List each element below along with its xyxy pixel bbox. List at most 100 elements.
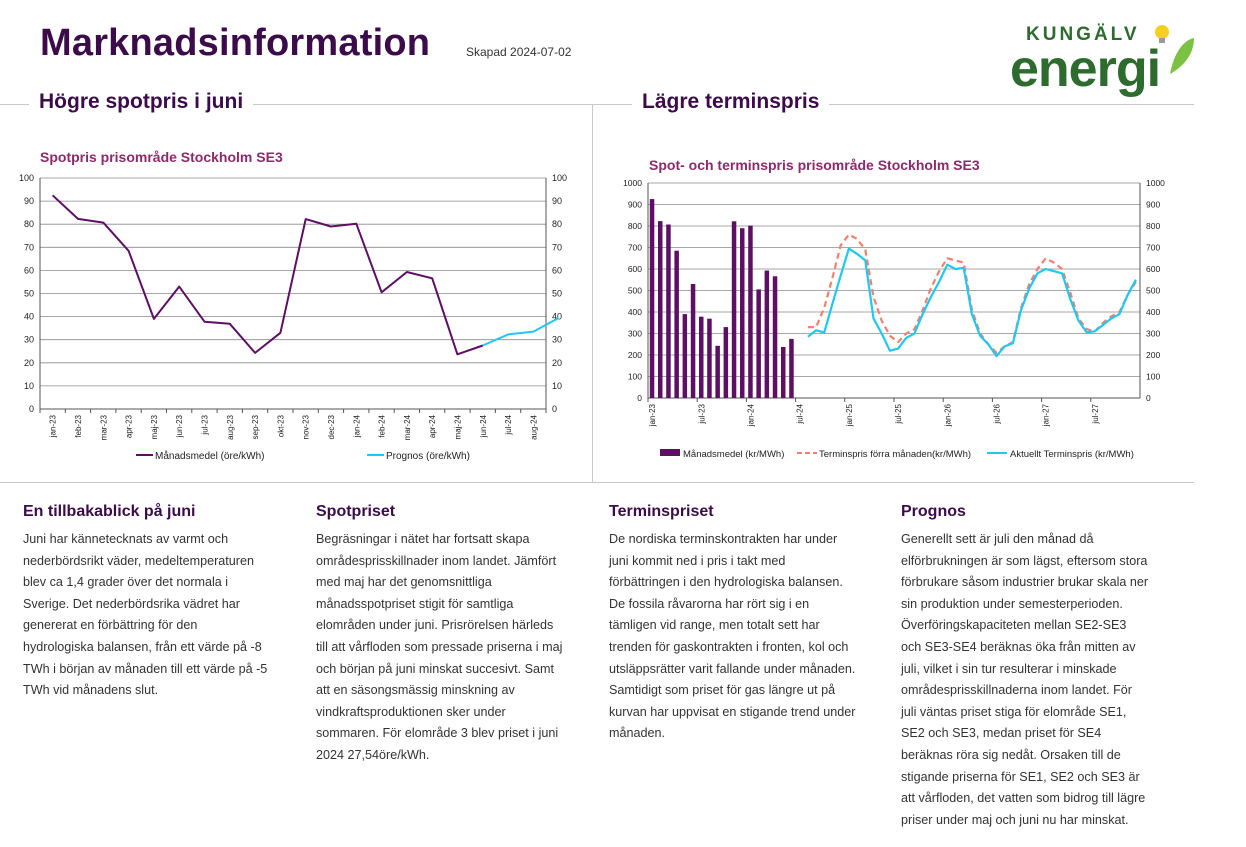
- text-line: månadsspotpriset stigit för samtliga: [316, 596, 514, 611]
- company-logo: KUNGÄLV energi: [1010, 24, 1194, 98]
- y-tick-label-right: 30: [552, 335, 562, 345]
- right-section-heading: Lägre terminspris: [632, 90, 830, 114]
- y-tick-label-right: 90: [552, 196, 562, 206]
- text-line: sin produktion under semesterperioden.: [901, 596, 1123, 611]
- text-line: tämligen vid range, men totalt sett har: [609, 618, 820, 633]
- x-tick-label: jan-24: [352, 414, 361, 438]
- text-line: Överföringskapaciteten mellan SE2-SE3: [901, 618, 1127, 633]
- legend-label-forecast: Prognos (öre/kWh): [386, 451, 470, 462]
- bar-monthly: [666, 224, 671, 398]
- y-tick-label-left: 80: [24, 219, 34, 229]
- text-line: TWh vid månadens slut.: [23, 683, 159, 698]
- y-tick-label-right: 40: [552, 312, 562, 322]
- text-line: juli, vilket i sin tur resulterar i mins…: [901, 661, 1117, 676]
- text-line: Juni har kännetecknats av varmt och: [23, 532, 229, 546]
- x-tick-label: nov-23: [302, 414, 311, 439]
- text-line: kurvan har uppvisat en stigande trend un…: [609, 704, 856, 719]
- y-tick-label-left: 100: [628, 372, 642, 382]
- column-forecast: Prognos Generellt sett är juli den månad…: [901, 503, 1163, 831]
- column-spot-text: Begräsningar i nätet har fortsatt skapa o…: [316, 529, 578, 767]
- column-spot: Spotpriset Begräsningar i nätet har fort…: [316, 503, 578, 767]
- x-tick-label: jun-24: [479, 414, 488, 438]
- text-line: 2024 27,54öre/kWh.: [316, 747, 430, 762]
- y-tick-label-left: 50: [24, 289, 34, 299]
- x-tick-label: jan-26: [943, 403, 952, 427]
- bar-monthly: [649, 199, 655, 398]
- bar-monthly: [781, 347, 786, 398]
- bar-monthly: [748, 225, 753, 398]
- page-title: Marknadsinformation: [40, 22, 431, 64]
- legend-swatch-monthly: [660, 449, 680, 456]
- y-tick-label-right: 100: [1146, 372, 1160, 382]
- y-tick-label-right: 70: [552, 242, 562, 252]
- text-line: Begräsningar i nätet har fortsatt skapa: [316, 532, 530, 546]
- x-tick-label: jan-25: [845, 403, 854, 427]
- y-tick-label-left: 70: [24, 242, 34, 252]
- y-tick-label-left: 40: [24, 312, 34, 322]
- x-tick-label: aug-24: [529, 414, 538, 439]
- x-tick-label: jul-25: [894, 403, 903, 424]
- text-line: och SE3-SE4 beräknas öka från mitten av: [901, 639, 1136, 654]
- text-line: juni kommit ned i pris i takt med: [609, 553, 786, 568]
- y-tick-label-left: 800: [628, 221, 642, 231]
- x-tick-label: mar-24: [403, 414, 412, 440]
- spot-price-chart: 0 0 10 10 20 20 30 30 40 40 50 50 60 60 70 70 80 80 90 90 10…: [19, 173, 567, 462]
- x-tick-label: feb-24: [378, 414, 387, 437]
- created-date: Skapad 2024-07-02: [466, 45, 572, 59]
- text-line: utsläppsrätter varit fallande under måna…: [609, 661, 856, 676]
- x-tick-label: jan-23: [648, 403, 657, 427]
- series-line-current-forward: [807, 247, 1137, 358]
- x-tick-label: jul-27: [1091, 403, 1100, 424]
- text-line: elförbrukningen är som lägst, eftersom s…: [901, 553, 1148, 568]
- y-tick-label-right: 200: [1146, 350, 1160, 360]
- x-tick-label: maj-24: [453, 414, 462, 439]
- legend-label-monthly: Månadsmedel (kr/MWh): [683, 449, 784, 460]
- series-line-previous-forward: [807, 233, 1137, 354]
- y-tick-label-right: 0: [552, 404, 557, 414]
- bar-monthly: [707, 318, 712, 398]
- text-line: trenden för gaskontrakten i fronten, kol…: [609, 639, 849, 654]
- x-tick-label: maj-23: [150, 414, 159, 439]
- y-tick-label-right: 900: [1146, 200, 1160, 210]
- bar-monthly: [674, 250, 679, 398]
- x-tick-label: feb-23: [74, 414, 83, 437]
- column-lookback-title: En tillbakablick på juni: [23, 503, 196, 520]
- text-line: Samtidigt som priset för gas längre ut p…: [609, 683, 836, 698]
- text-line: blev ca 1,4 grader över det normala i: [23, 575, 229, 590]
- text-line: De nordiska terminskontrakten har under: [609, 532, 838, 546]
- text-line: förbrukare såsom industrier brukar skala…: [901, 575, 1149, 590]
- y-tick-label-left: 400: [628, 307, 642, 317]
- text-line: sommaren. För elområde 3 blev priset i j…: [316, 726, 559, 741]
- text-line: beräknas röra sig nedåt. Orsaken till de: [901, 747, 1121, 762]
- legend-label-monthly: Månadsmedel (öre/kWh): [155, 450, 264, 462]
- text-line: områdesprisskillnader inom landet. Jämfö…: [316, 553, 557, 568]
- text-line: Generellt sett är juli den månad då: [901, 532, 1094, 546]
- column-lookback-text: Juni har kännetecknats av varmt och neder…: [23, 529, 285, 702]
- chart1-title: Spotpris prisområde Stockholm SE3: [40, 149, 283, 165]
- series-line-monthly: [51, 194, 484, 356]
- text-line: genererat en förbättring för den: [23, 618, 198, 633]
- x-tick-label: jul-24: [504, 414, 513, 435]
- y-tick-label-left: 30: [24, 335, 34, 345]
- x-tick-label: apr-24: [428, 414, 437, 438]
- text-line: hydrologiska balansen, från ett värde på…: [23, 639, 262, 654]
- column-forward-text: De nordiska terminskontrakten har under j…: [609, 529, 871, 745]
- text-line: De fossila råvarorna har rört sig i en: [609, 596, 810, 611]
- y-tick-label-left: 0: [637, 393, 642, 403]
- x-tick-label: sep-23: [251, 414, 260, 439]
- y-tick-label-left: 1000: [623, 178, 642, 188]
- x-tick-label: mar-23: [99, 414, 108, 440]
- text-line: till att vårfloden som pressade priserna…: [316, 639, 563, 654]
- y-tick-label-left: 500: [628, 286, 642, 296]
- x-tick-label: jan-27: [1042, 403, 1051, 427]
- legend-label-previous-forward: Terminspris förra månaden(kr/MWh): [819, 449, 971, 460]
- x-tick-label: jan-24: [747, 403, 756, 427]
- x-tick-label: apr-23: [125, 414, 134, 438]
- column-forward-title: Terminspriset: [609, 503, 714, 520]
- text-line: och början på juni minskat succesivt. Sa…: [316, 661, 554, 676]
- y-tick-label-left: 90: [24, 196, 34, 206]
- text-line: vindkraftsproduktionen sker under: [316, 704, 506, 719]
- y-tick-label-right: 20: [552, 358, 562, 368]
- leaf-icon: [1170, 38, 1194, 74]
- bar-monthly: [789, 338, 794, 398]
